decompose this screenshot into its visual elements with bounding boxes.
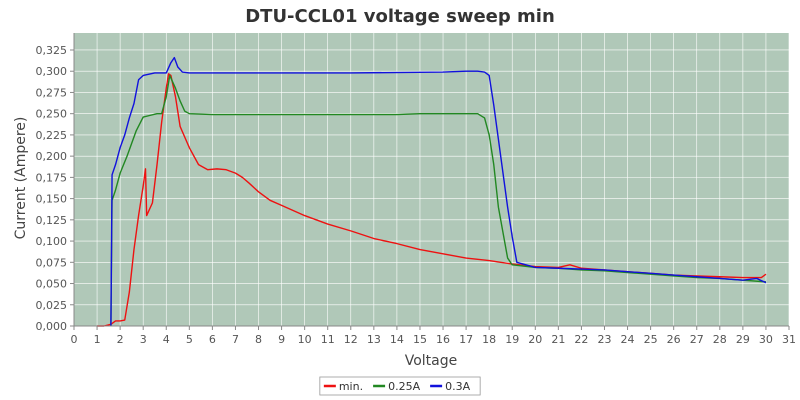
y-tick-label: 0,275 <box>36 86 68 99</box>
y-axis-title: Current (Ampere) <box>13 117 29 240</box>
x-tick-label: 4 <box>163 333 170 346</box>
axes: 0 1 2 3 4 5 6 7 8 9 10 11 12 13 14 15 16 17 18 19 20 21 22 23 24… <box>36 33 796 346</box>
x-tick-label: 1 <box>94 333 101 346</box>
x-tick-label: 29 <box>736 333 750 346</box>
x-tick-label: 18 <box>482 333 496 346</box>
series-layer <box>97 56 767 327</box>
x-tick-label: 24 <box>621 333 635 346</box>
y-tick-label: 0,200 <box>36 150 68 163</box>
y-tick-label: 0,175 <box>36 171 68 184</box>
x-tick-label: 27 <box>690 333 704 346</box>
y-tick-label: 0,000 <box>36 320 68 333</box>
x-tick-label: 9 <box>278 333 285 346</box>
x-tick-label: 11 <box>321 333 335 346</box>
legend-box <box>319 376 481 396</box>
x-tick-label: 16 <box>436 333 450 346</box>
chart-title: DTU-CCL01 voltage sweep min <box>245 6 555 27</box>
y-tick-label: 0,100 <box>36 235 68 248</box>
x-tick-label: 14 <box>390 333 404 346</box>
series-line-1 <box>110 74 766 327</box>
x-tick-label: 19 <box>505 333 519 346</box>
x-tick-label: 7 <box>232 333 239 346</box>
series-line-2 <box>110 56 767 327</box>
x-tick-label: 6 <box>209 333 216 346</box>
y-tick-label: 0,150 <box>36 193 68 206</box>
legend-label-2: 0.3A <box>445 380 470 393</box>
x-tick-label: 23 <box>597 333 611 346</box>
legend-label-0: min. <box>339 380 363 393</box>
x-tick-label: 30 <box>759 333 773 346</box>
x-tick-label: 17 <box>459 333 473 346</box>
y-tick-label: 0,025 <box>36 299 68 312</box>
x-tick-label: 20 <box>528 333 542 346</box>
x-tick-label: 0 <box>71 333 78 346</box>
x-tick-label: 26 <box>667 333 681 346</box>
x-tick-label: 28 <box>713 333 727 346</box>
x-tick-label: 3 <box>140 333 147 346</box>
x-tick-label: 15 <box>413 333 427 346</box>
y-tick-label: 0,250 <box>36 108 68 121</box>
y-tick-label: 0,050 <box>36 278 68 291</box>
x-tick-label: 5 <box>186 333 193 346</box>
y-tick-label: 0,225 <box>36 129 68 142</box>
x-tick-label: 13 <box>367 333 381 346</box>
series-line-0 <box>97 73 767 327</box>
x-tick-label: 31 <box>782 333 796 346</box>
x-axis-title: Voltage <box>405 353 458 369</box>
y-tick-label: 0,125 <box>36 214 68 227</box>
x-tick-label: 2 <box>117 333 124 346</box>
y-tick-label: 0,300 <box>36 65 68 78</box>
y-tick-label: 0,075 <box>36 256 68 269</box>
legend-label-1: 0.25A <box>388 380 420 393</box>
x-tick-label: 12 <box>344 333 358 346</box>
x-tick-label: 21 <box>551 333 565 346</box>
plot-area <box>74 33 789 326</box>
x-tick-label: 10 <box>298 333 312 346</box>
x-tick-label: 22 <box>574 333 588 346</box>
grid <box>73 33 790 327</box>
legend: min. 0.25A 0.3A <box>319 376 481 396</box>
x-tick-label: 25 <box>644 333 658 346</box>
x-tick-label: 8 <box>255 333 262 346</box>
y-tick-label: 0,325 <box>36 44 68 57</box>
